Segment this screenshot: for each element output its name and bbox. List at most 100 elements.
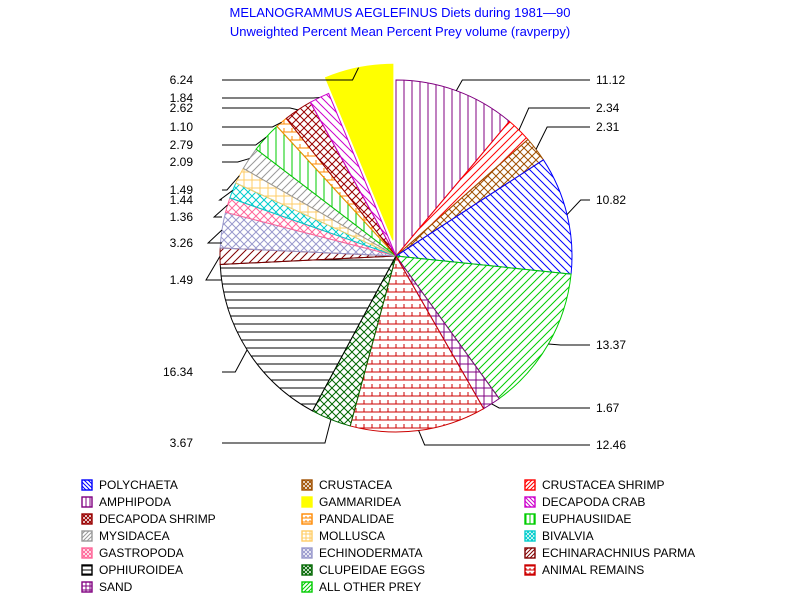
legend-label: ECHINARACHNIUS PARMA [542,546,695,560]
legend-swatch [81,496,93,508]
slice-labels: 11.12 2.34 2.31 10.82 13.37 1.67 12.46 3.67 16.3… [163,67,626,452]
legend-swatch [524,513,536,525]
label-leader-line [212,204,228,218]
legend-label: SAND [99,580,133,594]
legend-swatch [301,547,313,559]
label-leader-line [518,107,590,131]
legend-swatch [524,496,536,508]
slice-value-label: 2.34 [596,101,620,115]
legend-label: POLYCHAETA [99,478,178,492]
legend-swatch [524,530,536,542]
legend-item-animal-remains: ANIMAL REMAINS [524,563,644,577]
legend-swatch [301,581,313,593]
label-leader-line [206,229,223,244]
slice-value-label: 1.36 [170,210,194,224]
label-leader-line [222,136,267,146]
legend-item-all-other-prey: ALL OTHER PREY [301,580,421,594]
legend-item-decapoda-shrimp: DECAPODA SHRIMP [81,512,216,526]
label-leader-line [566,199,590,215]
legend-item-clupeidae-eggs: CLUPEIDAE EGGS [301,563,425,577]
legend-item-mollusca: MOLLUSCA [301,529,385,543]
legend-label: DECAPODA SHRIMP [99,512,216,526]
legend-item-mysidacea: MYSIDACEA [81,529,170,543]
legend-label: GAMMARIDEA [319,495,401,509]
legend-label: EUPHAUSIIDAE [542,512,631,526]
legend-label: GASTROPODA [99,546,184,560]
label-leader-line [548,343,590,346]
slice-value-label: 11.12 [596,73,625,87]
legend-item-ophiuroidea: OPHIUROIDEA [81,563,183,577]
slice-value-label: 12.46 [596,438,626,452]
legend-item-crustacea: CRUSTACEA [301,478,392,492]
legend-swatch [81,513,93,525]
legend-swatch [81,547,93,559]
slice-value-label: 13.37 [596,338,626,352]
legend-item-echinarachnius-parma: ECHINARACHNIUS PARMA [524,546,695,560]
legend-label: CRUSTACEA SHRIMP [542,478,664,492]
slice-value-label: 1.84 [170,91,194,105]
slice-value-label: 1.49 [170,183,194,197]
legend-swatch [301,496,313,508]
slice-value-label: 1.67 [596,401,620,415]
legend-label: BIVALVIA [542,529,594,543]
legend-label: CRUSTACEA [319,478,392,492]
legend-item-pandalidae: PANDALIDAE [301,512,394,526]
label-leader-line [218,190,233,201]
slice-value-label: 6.24 [170,73,194,87]
slice-value-label: 2.79 [170,138,194,152]
label-leader-line [455,79,590,91]
legend-item-gastropoda: GASTROPODA [81,546,184,560]
slice-value-label: 2.62 [170,101,194,115]
chart-subtitle: Unweighted Percent Mean Percent Prey vol… [230,24,570,39]
legend-swatch [524,564,536,576]
slice-value-label: 1.49 [170,273,194,287]
legend-item-sand: SAND [81,580,133,594]
slice-value-label: 1.10 [170,120,194,134]
label-leader-line [535,126,590,150]
legend-swatch [81,564,93,576]
legend-item-euphausiidae: EUPHAUSIIDAE [524,512,631,526]
legend-swatch [524,547,536,559]
legend-label: ECHINODERMATA [319,546,423,560]
chart-title: MELANOGRAMMUS AEGLEFINUS Diets during 19… [229,5,570,20]
legend-item-bivalvia: BIVALVIA [524,529,594,543]
legend-label: ANIMAL REMAINS [542,563,644,577]
legend-swatch [301,513,313,525]
legend-label: AMPHIPODA [99,495,171,509]
slice-value-label: 10.82 [596,193,626,207]
label-leader-line [222,121,282,128]
legend-item-polychaeta: POLYCHAETA [81,478,178,492]
legend-label: OPHIUROIDEA [99,563,183,577]
slice-value-label: 1.44 [170,193,194,207]
legend-item-gammaridea: GAMMARIDEA [301,495,401,509]
legend-label: DECAPODA CRAB [542,495,645,509]
label-leader-line [222,107,299,111]
pie-slice-polychaeta [394,159,573,275]
pie-slice-animal-remains [349,254,485,433]
legend: POLYCHAETA CRUSTACEA CRUSTACEA SHRIMP AMPHI… [81,478,695,594]
slice-value-label: 2.09 [170,155,194,169]
legend-swatch [81,530,93,542]
legend-item-crustacea-shrimp: CRUSTACEA SHRIMP [524,478,664,492]
slice-value-label: 3.67 [170,436,194,450]
label-leader-line [418,430,590,446]
label-leader-line [222,419,332,444]
legend-label: ALL OTHER PREY [319,580,421,594]
legend-swatch [81,581,93,593]
legend-label: CLUPEIDAE EGGS [319,563,425,577]
legend-label: PANDALIDAE [319,512,394,526]
legend-swatch [81,479,93,491]
legend-swatch [301,479,313,491]
slice-value-label: 2.31 [596,120,620,134]
legend-swatch [524,479,536,491]
legend-item-decapoda-crab: DECAPODA CRAB [524,495,645,509]
pie-slices [219,63,573,433]
legend-label: MYSIDACEA [99,529,170,543]
label-leader-line [222,67,359,81]
label-leader-line [491,403,590,409]
label-leader-line [222,349,248,373]
label-leader-line [205,255,222,281]
label-leader-line [222,175,240,191]
label-leader-line [222,158,250,163]
